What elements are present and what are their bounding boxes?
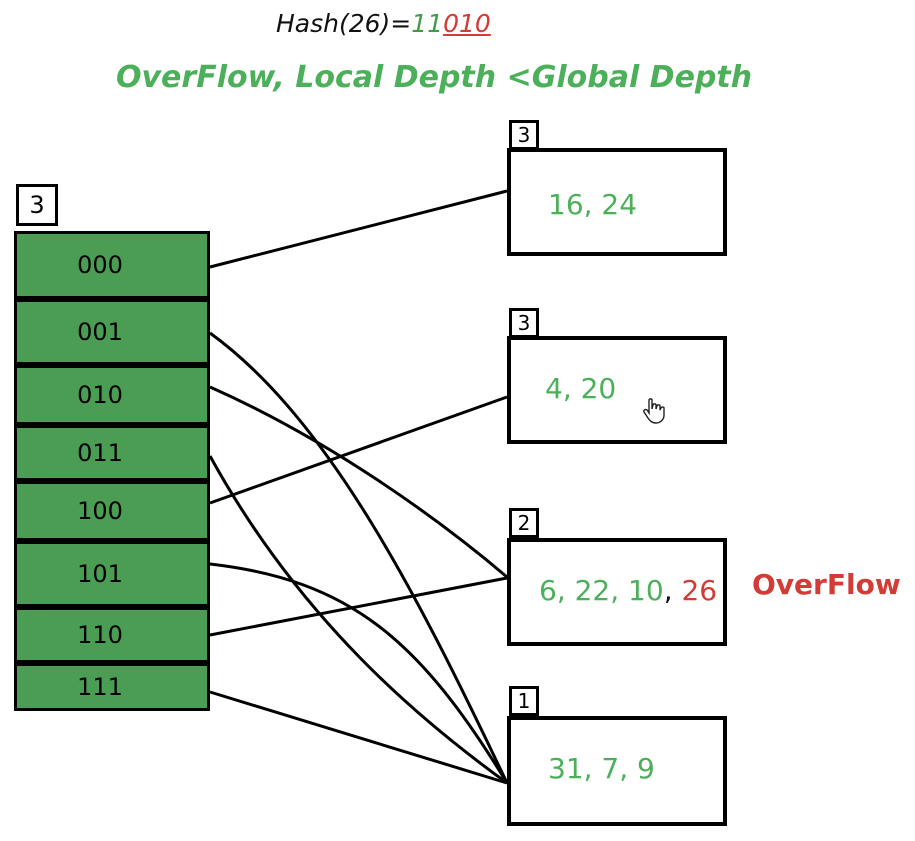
dir-entry-label: 100 — [77, 497, 123, 525]
dir-entry-label: 101 — [77, 560, 123, 588]
dir-entry-label: 000 — [77, 251, 123, 279]
hash-low-bits: 010 — [443, 9, 491, 38]
link-110 — [209, 576, 508, 637]
hash-expression: Hash(26)=11010 — [276, 6, 491, 42]
link-101 — [209, 562, 509, 784]
dir-entry-111: 111 — [14, 663, 210, 711]
dir-entry-label: 110 — [77, 621, 123, 649]
dir-entry-label: 011 — [77, 439, 123, 467]
dir-entry-010: 010 — [14, 365, 210, 425]
dir-entry-100: 100 — [14, 481, 210, 541]
dir-entry-000: 000 — [14, 231, 210, 299]
link-000 — [209, 189, 508, 269]
hand-cursor-icon — [643, 398, 665, 424]
bucket-values: 16, 24 — [548, 188, 638, 221]
dir-entry-label: 111 — [77, 673, 123, 701]
bucket-16-24 — [507, 148, 727, 256]
headline: OverFlow, Local Depth <Global Depth — [116, 60, 753, 95]
hash-high-bits: 11 — [411, 9, 444, 38]
bucket-local-depth: 2 — [509, 508, 539, 538]
bucket-overflow-value: 26 — [672, 574, 718, 607]
bucket-31-7-9 — [507, 716, 727, 826]
bucket-values: 4, 20 — [545, 372, 617, 405]
dir-entry-001: 001 — [14, 299, 210, 365]
dir-entry-101: 101 — [14, 541, 210, 607]
link-011 — [208, 455, 508, 785]
bucket-4-20 — [507, 336, 727, 444]
link-111 — [209, 690, 508, 785]
bucket-local-depth: 3 — [509, 308, 539, 338]
bucket-local-depth: 1 — [509, 686, 539, 716]
bucket-values: 31, 7, 9 — [548, 752, 655, 785]
bucket-local-depth: 3 — [509, 120, 539, 150]
global-depth-box: 3 — [16, 184, 58, 226]
dir-entry-label: 001 — [77, 318, 123, 346]
bucket-overflow — [507, 538, 727, 646]
link-001 — [209, 331, 509, 784]
overflow-label: OverFlow — [752, 568, 901, 601]
link-010 — [209, 385, 508, 579]
bucket-values-main: 6, 22, 10 — [539, 574, 664, 607]
dir-entry-110: 110 — [14, 607, 210, 663]
hash-prefix: Hash(26)= — [276, 9, 412, 38]
bucket-values: 6, 22, 10, 26 — [539, 574, 717, 607]
dir-entry-label: 010 — [77, 381, 123, 409]
dir-entry-011: 011 — [14, 425, 210, 481]
link-100 — [209, 395, 508, 505]
bucket-values-separator: , — [663, 574, 673, 607]
